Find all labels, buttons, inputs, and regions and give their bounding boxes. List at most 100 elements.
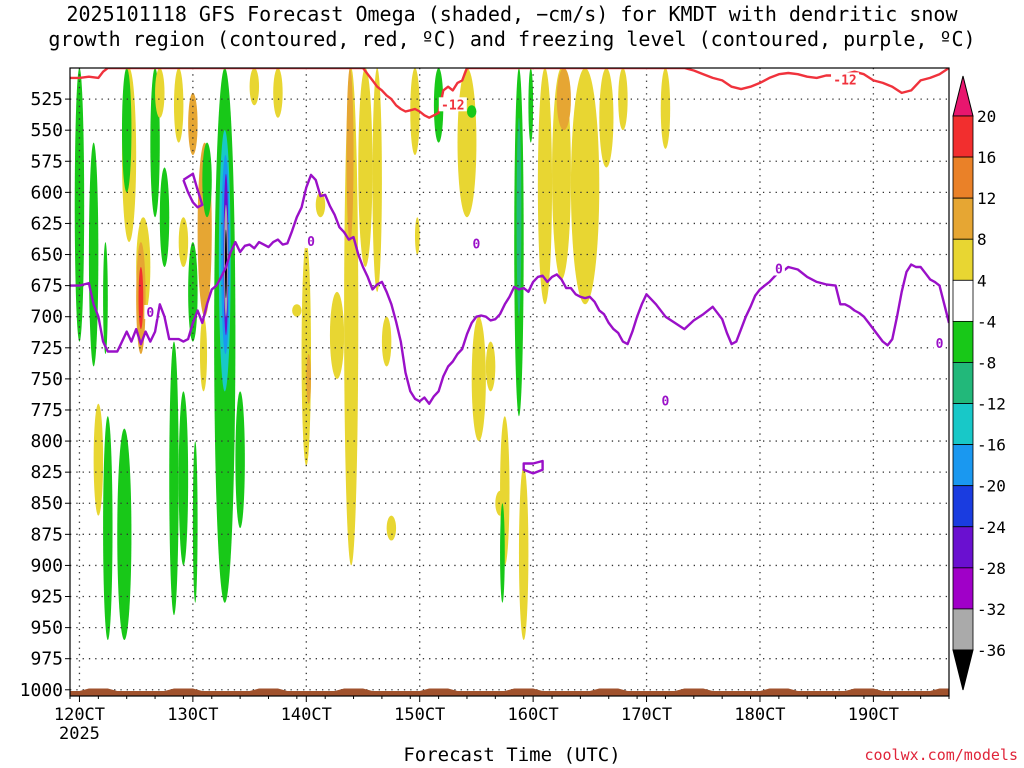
freezing-level-contour [70, 173, 949, 405]
x-tick-label: 180CT [734, 705, 785, 725]
surface-band [70, 688, 949, 696]
omega-region [178, 217, 189, 267]
omega-region [249, 68, 260, 106]
omega-region [93, 403, 104, 516]
y-axis: 525 550 575 600 625 650 675 700 725 750 775 800 825 8… [20, 89, 70, 701]
x-tick-label: 140CT [281, 705, 332, 725]
colorbar-label: 16 [977, 148, 996, 167]
omega-region [528, 68, 534, 143]
omega-region [372, 68, 382, 292]
contour-label-bg [438, 97, 467, 112]
omega-region [159, 167, 170, 267]
y-tick-label: 725 [30, 338, 63, 359]
contour-label: 0 [146, 306, 154, 321]
y-tick-label: 850 [30, 493, 63, 514]
x-tick-label: 150CT [394, 705, 445, 725]
colorbar-label: -36 [977, 641, 1006, 660]
omega-region [192, 441, 198, 603]
y-tick-label: 825 [30, 462, 63, 483]
colorbar-box [952, 444, 974, 487]
title-line-1: 2025101118 GFS Forecast Omega (shaded, −… [66, 2, 958, 26]
freezing-level-loop [522, 459, 544, 475]
y-tick-label: 950 [30, 618, 63, 639]
omega-region [381, 316, 392, 367]
omega-region [306, 354, 312, 404]
y-tick-label: 925 [30, 587, 63, 608]
colorbar-box [952, 485, 974, 528]
colorbar-label: 8 [977, 230, 987, 249]
omega-region [315, 192, 326, 218]
colorbar-label: -28 [977, 559, 1006, 578]
omega-region [410, 68, 420, 156]
omega-region [537, 68, 553, 305]
omega-region [386, 515, 397, 541]
y-tick-label: 700 [30, 307, 63, 328]
contour-label-bg [470, 236, 483, 251]
omega-region [169, 341, 179, 616]
colorbar-box [952, 608, 974, 651]
omega-region [414, 217, 420, 255]
contour-label: -12 [441, 98, 464, 113]
colorbar: 20 16 12 8 4 -4 -8 -12 -16 -20 -24 -28 -32 -36 [952, 75, 1006, 691]
x-year-label: 2025 [59, 724, 100, 744]
colorbar-label: -12 [977, 395, 1006, 414]
omega-region [660, 68, 671, 149]
contours: 0 0 0 0 0 0 -12 -12 [70, 68, 949, 475]
omega-region [301, 242, 312, 466]
x-axis-label: Forecast Time (UTC) [403, 744, 621, 766]
omega-region [485, 341, 496, 392]
y-tick-label: 550 [30, 120, 63, 141]
colorbar-label: -4 [977, 312, 996, 331]
omega-region [618, 68, 628, 131]
contour-label: 0 [775, 262, 783, 277]
omega-region [178, 391, 189, 566]
colorbar-box [952, 567, 974, 610]
contour-label: 0 [473, 238, 481, 253]
omega-region [570, 68, 600, 305]
y-tick-label: 675 [30, 276, 63, 297]
contour-label-bg [144, 304, 157, 319]
watermark: coolwx.com/models [864, 746, 1018, 764]
y-tick-label: 650 [30, 245, 63, 266]
omega-shading [74, 68, 671, 641]
omega-region [292, 304, 302, 317]
colorbar-label: -32 [977, 600, 1006, 619]
y-tick-label: 600 [30, 182, 63, 203]
x-tick-label: 160CT [508, 705, 559, 725]
omega-region [103, 416, 113, 641]
omega-region [173, 68, 184, 143]
y-tick-label: 575 [30, 151, 63, 172]
contour-label: 0 [307, 235, 315, 250]
omega-region [599, 68, 614, 168]
omega-region [88, 142, 99, 367]
x-tick-label: 170CT [621, 705, 672, 725]
colorbar-label: -16 [977, 436, 1006, 455]
colorbar-label: 12 [977, 189, 996, 208]
dgz-minus12-contour [70, 68, 949, 119]
omega-region [457, 68, 477, 218]
omega-region [500, 503, 505, 603]
title-line-2: growth region (contoured, red, ºC) and f… [48, 27, 976, 51]
freezing-level-small-loop [182, 172, 204, 209]
contour-label-bg [772, 261, 785, 276]
colorbar-top-arrow [952, 75, 974, 117]
y-tick-label: 750 [30, 369, 63, 390]
omega-region [556, 68, 571, 131]
omega-region [518, 465, 529, 641]
colorbar-label: -20 [977, 477, 1006, 496]
omega-region [103, 242, 108, 355]
omega-region [273, 68, 283, 118]
colorbar-box [952, 526, 974, 569]
colorbar-label: -24 [977, 518, 1006, 537]
contour-label-bg [659, 393, 672, 408]
colorbar-box [952, 279, 974, 322]
contour-label-bg [933, 336, 946, 351]
x-tick-label: 190CT [848, 705, 899, 725]
omega-region [117, 428, 132, 641]
omega-region [235, 391, 245, 529]
x-tick-label: 120CT [54, 705, 105, 725]
omega-region [346, 68, 354, 243]
colorbar-bottom-arrow [952, 649, 974, 691]
y-tick-label: 775 [30, 400, 63, 421]
y-tick-label: 975 [30, 649, 63, 670]
